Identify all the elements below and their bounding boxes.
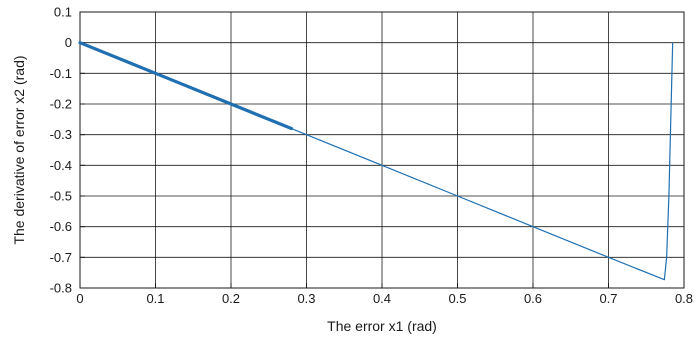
x-tick-label: 0.5	[448, 291, 466, 306]
y-axis-ticks: 0.1 0 -0.1 -0.2 -0.3 -0.4 -0.5 -0.6 -0.7 -0.8	[50, 5, 85, 296]
x-axis-ticks: 0 0.1 0.2 0.3 0.4 0.5 0.6 0.7 0.8	[76, 283, 693, 306]
y-tick-label: -0.4	[50, 158, 72, 173]
x-tick-label: 0.3	[297, 291, 315, 306]
y-axis-label: The derivative of error x2 (rad)	[11, 55, 27, 244]
x-tick-label: 0.2	[222, 291, 240, 306]
y-tick-label: -0.1	[50, 66, 72, 81]
y-tick-label: -0.5	[50, 189, 72, 204]
x-tick-label: 0.8	[675, 291, 693, 306]
x-tick-label: 0	[76, 291, 83, 306]
x-tick-label: 0.6	[524, 291, 542, 306]
y-tick-label: -0.3	[50, 127, 72, 142]
grid-lines	[79, 11, 685, 289]
y-tick-label: -0.6	[50, 219, 72, 234]
x-axis-label: The error x1 (rad)	[327, 318, 437, 334]
y-tick-label: -0.8	[50, 281, 72, 296]
series-layer	[78, 41, 674, 281]
y-tick-label: 0	[65, 35, 72, 50]
x-tick-label: 0.7	[599, 291, 617, 306]
x-tick-label: 0.4	[373, 291, 391, 306]
y-tick-label: -0.2	[50, 97, 72, 112]
y-tick-label: 0.1	[54, 5, 72, 20]
y-tick-label: -0.7	[50, 250, 72, 265]
series-dense-band	[78, 41, 293, 131]
x-tick-label: 0.1	[146, 291, 164, 306]
